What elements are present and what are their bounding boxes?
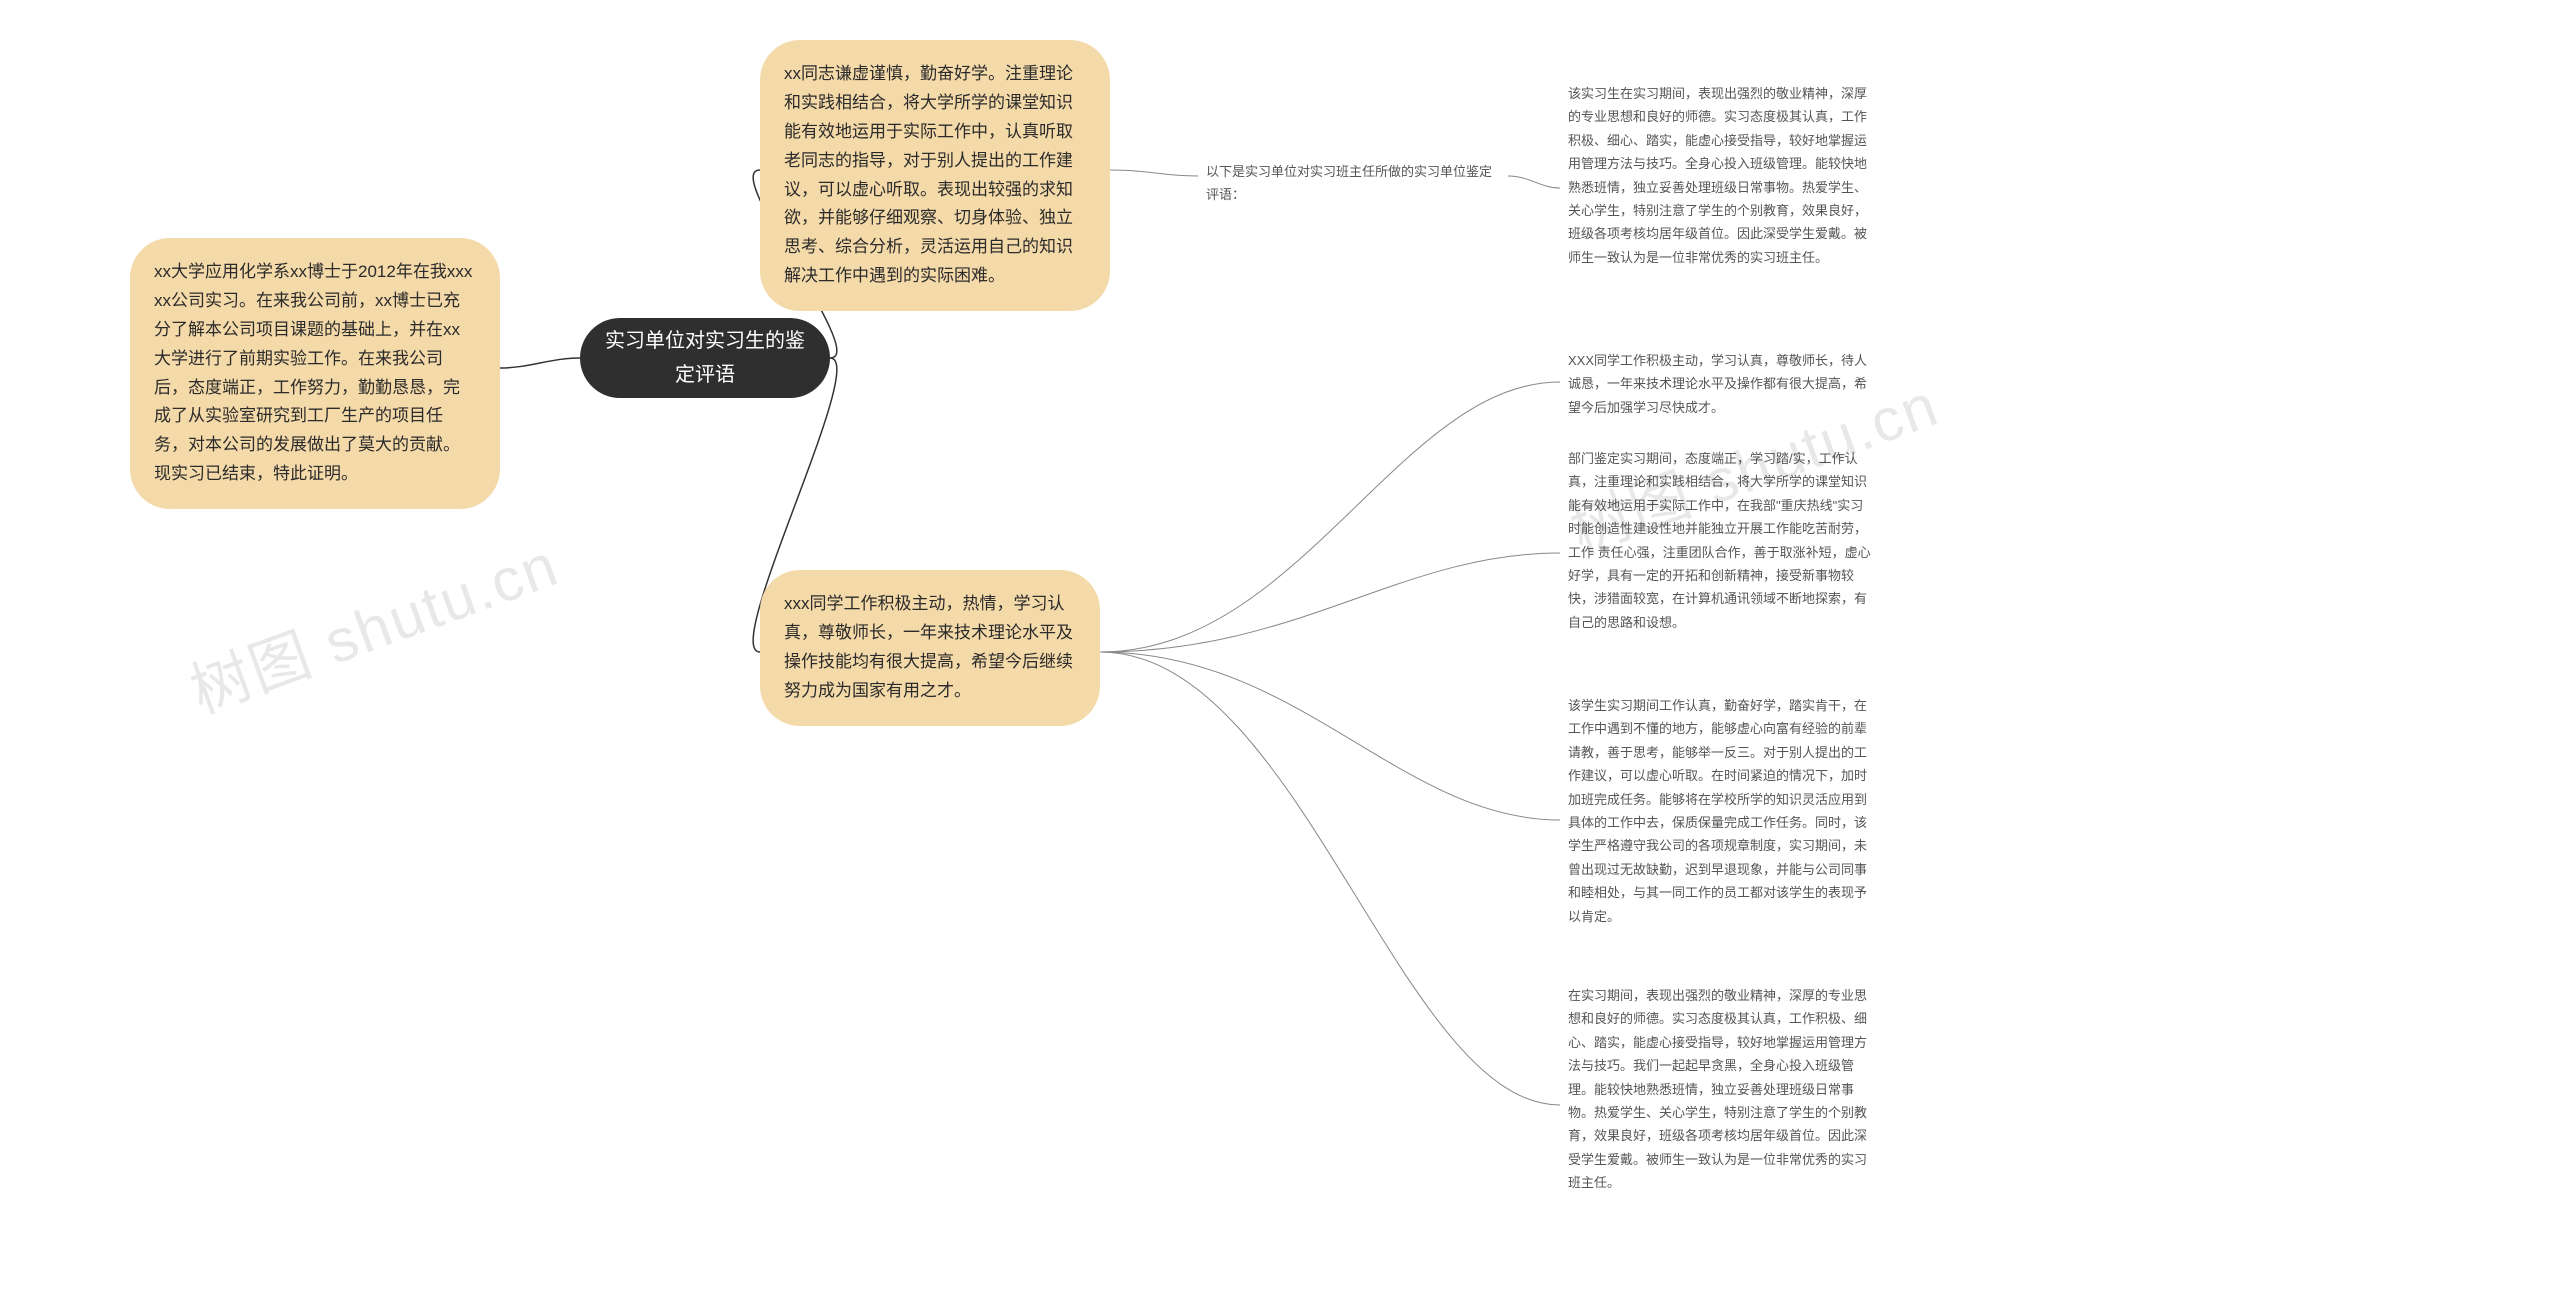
primary-node-right-2[interactable]: xxx同学工作积极主动，热情，学习认真，尊敬师长，一年来技术理论水平及操作技能均… <box>760 570 1100 726</box>
primary-node-right-1[interactable]: xx同志谦虚谨慎，勤奋好学。注重理论和实践相结合，将大学所学的课堂知识能有效地运… <box>760 40 1110 311</box>
leaf-node-1b[interactable]: 该实习生在实习期间，表现出强烈的敬业精神，深厚的专业思想和良好的师德。实习态度极… <box>1560 78 1880 273</box>
primary-node-left[interactable]: xx大学应用化学系xx博士于2012年在我xxxxx公司实习。在来我公司前，xx… <box>130 238 500 509</box>
center-node[interactable]: 实习单位对实习生的鉴定评语 <box>580 318 830 398</box>
leaf-node-3[interactable]: 部门鉴定实习期间，态度端正，学习踏/实，工作认真，注重理论和实践相结合，将大学所… <box>1560 443 1880 638</box>
watermark-1: 树图 shutu.cn <box>177 517 569 731</box>
leaf-node-intro[interactable]: 以下是实习单位对实习班主任所做的实习单位鉴定评语： <box>1198 156 1508 211</box>
leaf-node-2[interactable]: XXX同学工作积极主动，学习认真，尊敬师长，待人诚恳，一年来技术理论水平及操作都… <box>1560 345 1880 423</box>
leaf-node-4[interactable]: 该学生实习期间工作认真，勤奋好学，踏实肯干，在工作中遇到不懂的地方，能够虚心向富… <box>1560 690 1880 932</box>
leaf-node-5[interactable]: 在实习期间，表现出强烈的敬业精神，深厚的专业思想和良好的师德。实习态度极其认真，… <box>1560 980 1880 1199</box>
